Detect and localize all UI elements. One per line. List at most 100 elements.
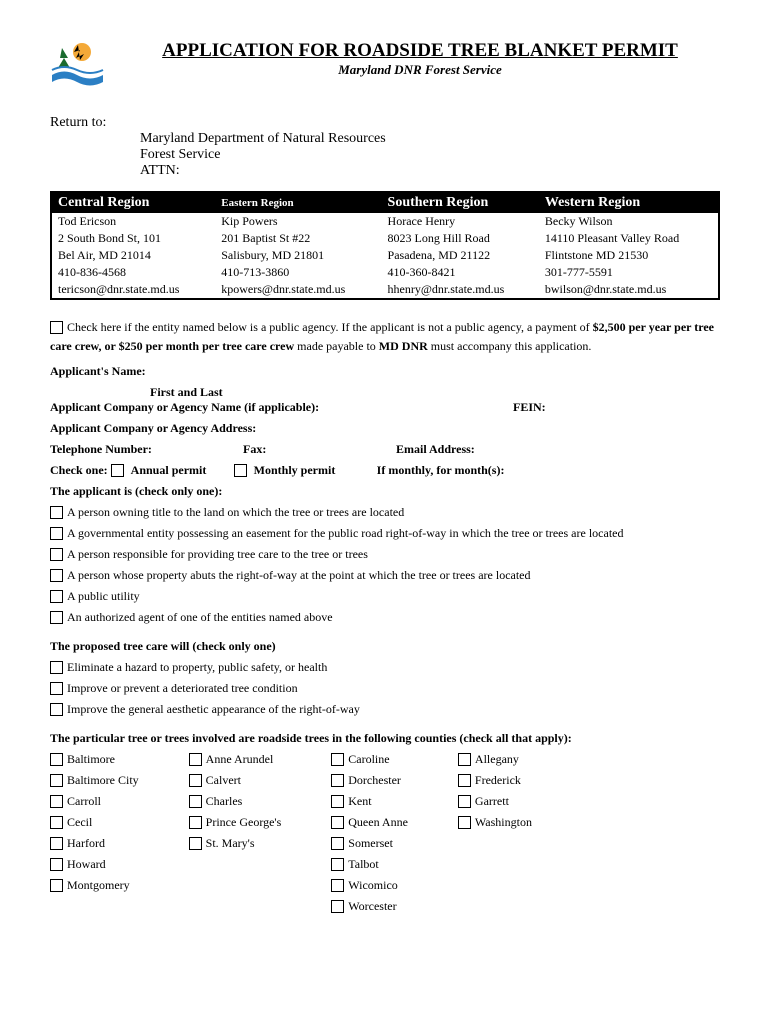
region-addr: Salisbury, MD 21801: [215, 247, 381, 264]
county-item: Allegany: [458, 752, 532, 767]
telephone-label: Telephone Number:: [50, 442, 240, 457]
county-checkbox[interactable]: [331, 858, 344, 871]
applicant-type-checkbox[interactable]: [50, 590, 63, 603]
applicant-is-list: A person owning title to the land on whi…: [50, 505, 720, 625]
tree-care-checkbox[interactable]: [50, 682, 63, 695]
contact-line: Telephone Number: Fax: Email Address:: [50, 442, 720, 457]
tree-care-checkbox[interactable]: [50, 661, 63, 674]
applicant-type-item: A person owning title to the land on whi…: [50, 505, 720, 520]
applicant-type-checkbox[interactable]: [50, 611, 63, 624]
applicant-name-label: Applicant's Name:: [50, 364, 720, 379]
county-label: Montgomery: [67, 878, 130, 892]
text: MD DNR: [379, 339, 428, 353]
county-checkbox[interactable]: [50, 795, 63, 808]
county-checkbox[interactable]: [50, 816, 63, 829]
county-checkbox[interactable]: [50, 837, 63, 850]
county-column: Anne ArundelCalvertCharlesPrince George'…: [189, 752, 282, 920]
counties-heading: The particular tree or trees involved ar…: [50, 731, 720, 746]
tree-care-checkbox[interactable]: [50, 703, 63, 716]
address-label: Applicant Company or Agency Address:: [50, 421, 720, 436]
return-line: Maryland Department of Natural Resources: [140, 131, 720, 147]
county-label: Howard: [67, 857, 106, 871]
monthly-checkbox[interactable]: [234, 464, 247, 477]
header: APPLICATION FOR ROADSIDE TREE BLANKET PE…: [50, 40, 720, 90]
county-label: St. Mary's: [206, 836, 255, 850]
county-checkbox[interactable]: [331, 816, 344, 829]
county-label: Dorchester: [348, 773, 401, 787]
region-contact: Kip Powers: [215, 213, 381, 230]
county-checkbox[interactable]: [331, 837, 344, 850]
applicant-type-label: An authorized agent of one of the entiti…: [67, 610, 333, 624]
county-checkbox[interactable]: [50, 774, 63, 787]
county-label: Baltimore: [67, 752, 115, 766]
region-contact: Tod Ericson: [51, 213, 215, 230]
region-email: kpowers@dnr.state.md.us: [215, 281, 381, 299]
applicant-type-checkbox[interactable]: [50, 527, 63, 540]
county-checkbox[interactable]: [331, 753, 344, 766]
county-item: Caroline: [331, 752, 408, 767]
county-checkbox[interactable]: [331, 795, 344, 808]
return-to-block: Return to: Maryland Department of Natura…: [50, 115, 720, 179]
county-checkbox[interactable]: [458, 774, 471, 787]
county-item: Worcester: [331, 899, 408, 914]
region-addr: 2 South Bond St, 101: [51, 230, 215, 247]
county-checkbox[interactable]: [189, 753, 202, 766]
region-addr: Pasadena, MD 21122: [382, 247, 539, 264]
company-line: Applicant Company or Agency Name (if app…: [50, 400, 720, 415]
county-label: Carroll: [67, 794, 101, 808]
county-checkbox[interactable]: [189, 774, 202, 787]
county-label: Allegany: [475, 752, 519, 766]
tree-care-label: Improve the general aesthetic appearance…: [67, 702, 360, 716]
applicant-type-checkbox[interactable]: [50, 548, 63, 561]
county-checkbox[interactable]: [50, 753, 63, 766]
county-checkbox[interactable]: [458, 816, 471, 829]
region-phone: 410-713-3860: [215, 264, 381, 281]
county-item: Cecil: [50, 815, 139, 830]
check-one-label: Check one:: [50, 463, 108, 477]
monthly-label: Monthly permit: [254, 463, 374, 478]
page-subtitle: Maryland DNR Forest Service: [120, 62, 720, 78]
applicant-is-heading: The applicant is (check only one):: [50, 484, 720, 499]
county-checkbox[interactable]: [189, 795, 202, 808]
county-checkbox[interactable]: [189, 816, 202, 829]
county-label: Queen Anne: [348, 815, 408, 829]
title-block: APPLICATION FOR ROADSIDE TREE BLANKET PE…: [120, 40, 720, 78]
annual-checkbox[interactable]: [111, 464, 124, 477]
tree-care-label: Improve or prevent a deteriorated tree c…: [67, 681, 298, 695]
text: Check here if the entity named below is …: [67, 320, 593, 334]
county-label: Somerset: [348, 836, 393, 850]
applicant-type-item: A person responsible for providing tree …: [50, 547, 720, 562]
county-item: Montgomery: [50, 878, 139, 893]
county-checkbox[interactable]: [50, 858, 63, 871]
tree-care-heading: The proposed tree care will (check only …: [50, 639, 720, 654]
county-checkbox[interactable]: [50, 879, 63, 892]
region-heading: Western Region: [539, 192, 719, 213]
applicant-type-label: A person owning title to the land on whi…: [67, 505, 404, 519]
county-label: Worcester: [348, 899, 396, 913]
county-label: Cecil: [67, 815, 92, 829]
public-agency-checkbox[interactable]: [50, 321, 63, 334]
county-checkbox[interactable]: [331, 774, 344, 787]
tree-care-item: Improve or prevent a deteriorated tree c…: [50, 681, 720, 696]
region-addr: Flintstone MD 21530: [539, 247, 719, 264]
county-checkbox[interactable]: [458, 753, 471, 766]
county-item: St. Mary's: [189, 836, 282, 851]
county-checkbox[interactable]: [331, 900, 344, 913]
county-checkbox[interactable]: [458, 795, 471, 808]
county-checkbox[interactable]: [189, 837, 202, 850]
county-item: Talbot: [331, 857, 408, 872]
tree-care-item: Eliminate a hazard to property, public s…: [50, 660, 720, 675]
county-item: Frederick: [458, 773, 532, 788]
region-addr: 14110 Pleasant Valley Road: [539, 230, 719, 247]
fein-label: FEIN:: [513, 400, 546, 414]
county-label: Talbot: [348, 857, 379, 871]
applicant-type-label: A person whose property abuts the right-…: [67, 568, 531, 582]
county-item: Baltimore City: [50, 773, 139, 788]
county-item: Somerset: [331, 836, 408, 851]
applicant-type-checkbox[interactable]: [50, 506, 63, 519]
county-label: Baltimore City: [67, 773, 139, 787]
region-addr: 201 Baptist St #22: [215, 230, 381, 247]
annual-label: Annual permit: [131, 463, 231, 478]
applicant-type-checkbox[interactable]: [50, 569, 63, 582]
county-checkbox[interactable]: [331, 879, 344, 892]
